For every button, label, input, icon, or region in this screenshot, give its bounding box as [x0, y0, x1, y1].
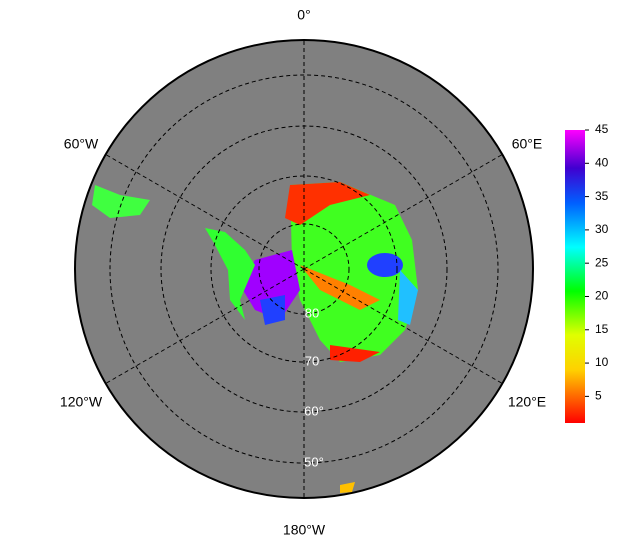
colorbar-ticks: 5 10 15 20 25 30 35 40 45	[585, 122, 609, 403]
colorbar-tick-label: 10	[595, 355, 609, 369]
field-region	[340, 482, 355, 493]
field-region	[260, 295, 285, 325]
colorbar-tick-label: 20	[595, 289, 609, 303]
longitude-label: 60°E	[512, 136, 543, 152]
meridian	[105, 268, 305, 384]
latitude-label: 60°	[304, 403, 324, 418]
longitude-label: 0°	[297, 7, 310, 23]
latitude-label: 80	[305, 305, 319, 320]
field-region	[300, 265, 380, 310]
longitude-label: 180°W	[283, 522, 326, 538]
latitude-label: 50°	[304, 454, 324, 469]
field-region	[285, 182, 370, 225]
labels: 0° 60°E 120°E 180°W 120°W 60°W 80 70 60° 50°	[60, 7, 546, 538]
field-region	[290, 182, 418, 362]
field-region	[367, 253, 403, 277]
colorbar-tick-label: 45	[595, 122, 609, 136]
colorbar-tick-label: 15	[595, 322, 609, 336]
colorbar-tick-label: 30	[595, 222, 609, 236]
field-region	[398, 270, 418, 325]
colorbar-tick-label: 40	[595, 155, 609, 169]
longitude-label: 60°W	[64, 136, 99, 152]
longitude-label: 120°E	[508, 394, 546, 410]
colorbar-tick-label: 5	[595, 389, 602, 403]
field-region	[92, 185, 150, 218]
data-field	[92, 182, 418, 493]
meridian	[303, 154, 503, 270]
colorbar-tick-label: 25	[595, 255, 609, 269]
colorbar-tick-label: 35	[595, 189, 609, 203]
meridian	[303, 268, 503, 384]
field-region	[205, 228, 255, 320]
latitude-label: 70	[305, 353, 319, 368]
graticule	[105, 40, 503, 498]
field-region	[330, 345, 380, 362]
colorbar	[565, 130, 585, 423]
meridian	[105, 154, 305, 270]
longitude-label: 120°W	[60, 394, 103, 410]
latitude-ring	[109, 74, 499, 464]
